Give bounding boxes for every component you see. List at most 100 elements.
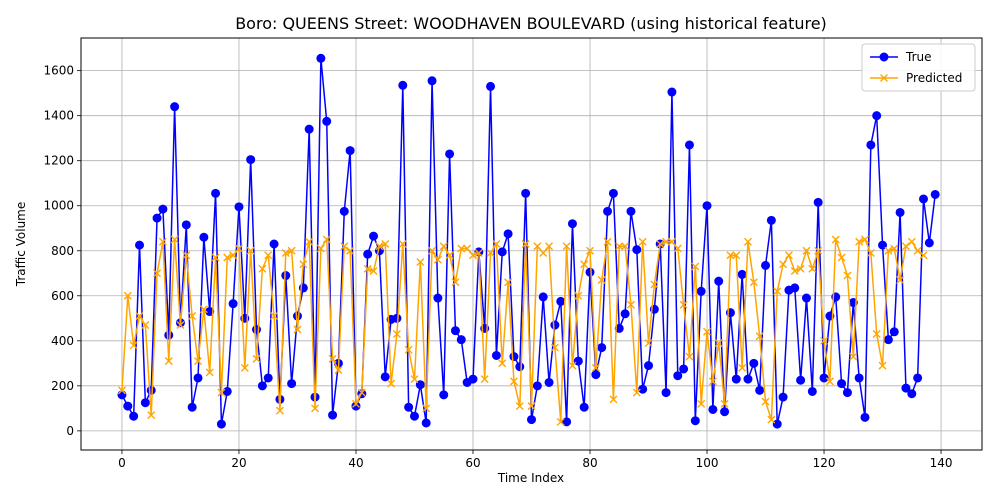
legend-marker-predicted — [880, 74, 888, 82]
data-point-predicted — [907, 237, 916, 246]
data-point-true — [907, 389, 917, 399]
y-tick-label: 200 — [51, 379, 74, 393]
data-point-predicted — [410, 375, 419, 384]
data-point-predicted — [328, 354, 337, 363]
data-point-predicted — [322, 235, 331, 244]
data-point-true — [199, 232, 209, 242]
data-point-true — [234, 202, 244, 212]
data-point-true — [228, 299, 238, 309]
data-point-true — [193, 373, 203, 383]
series-layer — [117, 53, 940, 429]
data-point-predicted — [656, 240, 665, 248]
x-tick-label: 100 — [696, 456, 719, 470]
data-point-true — [720, 407, 730, 417]
data-point-predicted — [632, 388, 641, 397]
data-point-predicted — [504, 278, 513, 287]
data-point-predicted — [223, 253, 232, 262]
data-point-true — [866, 140, 876, 150]
data-point-true — [392, 313, 402, 323]
data-point-true — [152, 213, 162, 223]
data-point-true — [521, 188, 531, 198]
data-point-true — [778, 392, 788, 402]
x-tick-label: 40 — [348, 456, 363, 470]
data-point-predicted — [773, 287, 782, 296]
data-point-predicted — [123, 291, 132, 300]
data-point-true — [316, 53, 326, 63]
data-point-true — [421, 418, 431, 428]
data-point-predicted — [650, 280, 659, 289]
data-point-predicted — [580, 260, 589, 269]
data-point-predicted — [890, 244, 899, 253]
data-point-predicted — [779, 260, 788, 269]
data-point-predicted — [451, 278, 460, 287]
data-point-predicted — [246, 246, 255, 255]
data-point-predicted — [562, 242, 571, 251]
data-point-true — [837, 379, 847, 389]
data-point-true — [445, 149, 455, 159]
data-point-predicted — [884, 246, 893, 255]
data-point-true — [895, 207, 905, 217]
data-point-true — [696, 286, 706, 296]
data-point-predicted — [626, 300, 635, 309]
data-point-true — [398, 80, 408, 90]
data-point-predicted — [533, 242, 542, 251]
data-point-true — [579, 402, 589, 412]
data-point-predicted — [381, 240, 390, 248]
data-point-predicted — [334, 366, 343, 375]
data-point-true — [632, 245, 642, 255]
x-tick-label: 140 — [930, 456, 953, 470]
data-point-predicted — [820, 336, 829, 345]
x-tick-label: 0 — [118, 456, 126, 470]
data-point-true — [187, 402, 197, 412]
data-point-predicted — [141, 321, 150, 330]
data-point-true — [257, 381, 267, 391]
y-tick-label: 1200 — [43, 154, 74, 168]
data-point-predicted — [363, 264, 372, 273]
x-tick-label: 20 — [231, 456, 246, 470]
data-point-true — [603, 206, 613, 216]
data-point-predicted — [685, 352, 694, 361]
data-point-predicted — [837, 253, 846, 262]
data-point-predicted — [147, 411, 156, 420]
data-point-predicted — [474, 249, 483, 257]
data-point-true — [211, 188, 221, 198]
data-point-predicted — [158, 237, 167, 246]
data-point-true — [819, 373, 829, 383]
data-point-true — [644, 361, 654, 371]
data-point-predicted — [153, 269, 162, 278]
data-point-true — [766, 215, 776, 225]
data-point-true — [181, 220, 191, 230]
data-point-predicted — [732, 251, 741, 260]
data-point-predicted — [720, 399, 729, 408]
data-point-predicted — [586, 246, 595, 255]
data-point-predicted — [849, 352, 858, 361]
data-point-true — [761, 260, 771, 270]
data-point-true — [339, 206, 349, 216]
y-tick-label: 800 — [51, 244, 74, 258]
data-point-true — [930, 189, 940, 199]
data-point-true — [363, 249, 373, 259]
data-point-predicted — [679, 300, 688, 309]
legend-label-predicted: Predicted — [906, 71, 962, 85]
data-point-true — [614, 323, 624, 333]
data-point-true — [415, 380, 425, 390]
data-point-predicted — [814, 246, 823, 255]
data-point-predicted — [878, 361, 887, 370]
chart-title: Boro: QUEENS Street: WOODHAVEN BOULEVARD… — [235, 14, 827, 33]
data-point-predicted — [527, 402, 536, 411]
data-point-true — [292, 311, 302, 321]
data-point-predicted — [311, 404, 320, 413]
data-point-predicted — [860, 235, 869, 244]
data-point-true — [532, 381, 542, 391]
data-point-predicted — [825, 377, 834, 386]
y-tick-label: 400 — [51, 334, 74, 348]
data-point-predicted — [492, 240, 501, 248]
data-point-true — [486, 81, 496, 91]
x-axis-label: Time Index — [497, 471, 564, 485]
data-point-predicted — [217, 388, 226, 397]
data-point-predicted — [135, 312, 144, 321]
data-point-predicted — [205, 368, 214, 377]
legend-box — [861, 43, 976, 92]
data-point-predicted — [445, 251, 454, 260]
